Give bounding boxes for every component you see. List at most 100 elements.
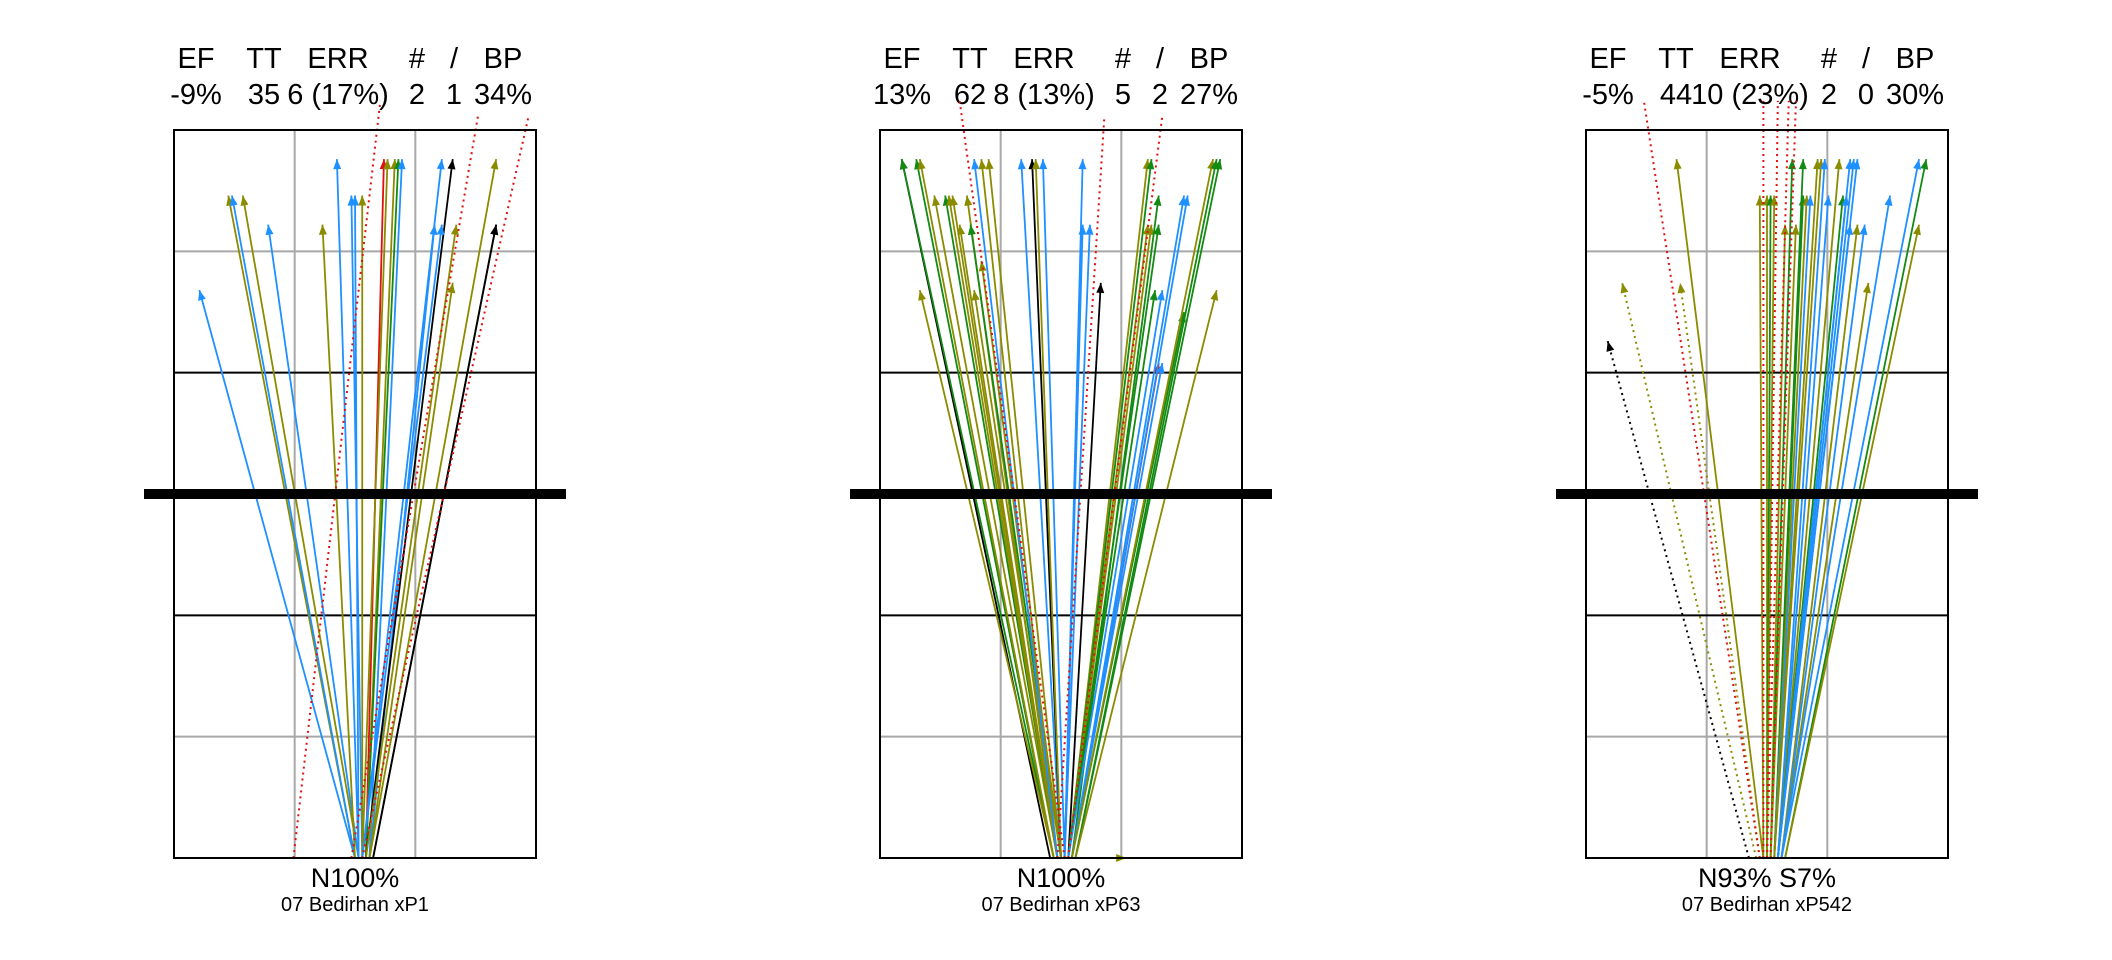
arrowhead [1156,290,1165,301]
trajectory-line [198,289,356,859]
trajectory-line [933,195,1059,859]
trajectory-line [1776,224,1852,859]
plot-frame [173,129,537,859]
arrowhead [957,224,966,236]
trajectory-line [368,158,498,859]
dotted-trajectory-line [1769,100,1797,859]
trajectory-line [368,282,454,859]
trajectory-line [1063,224,1091,859]
arrowhead [1606,341,1615,352]
trajectory-line [1780,282,1870,859]
trajectory-line [980,159,1059,859]
arrowhead [1884,195,1893,207]
footer-caption: 07 Bedirhan xP63 [981,894,1140,916]
trajectory-line [1074,158,1222,859]
trajectory-line [1758,195,1765,859]
arrowhead [265,224,274,236]
arrowhead [917,159,926,170]
arrowhead [1780,224,1789,235]
arrowhead [1182,195,1190,207]
arrowhead [1920,159,1929,170]
panel-1: EF TT ERR # / BP -9% 35 6 (17%) 2 1 34% N100%07 Bedi… [144,43,566,916]
dotted-trajectory-line [1642,100,1761,859]
trajectory-line [267,224,360,859]
arrowhead [1913,224,1921,236]
trajectory-line [1067,290,1157,859]
arrowhead [899,159,908,170]
arrowhead [1823,195,1832,206]
header-label: EF [1589,43,1626,75]
header-label: ERR [1719,43,1780,75]
trajectory-line [1034,159,1062,859]
header-label: BP [484,43,523,75]
arrowhead [1862,282,1871,294]
arrowhead [1755,195,1764,206]
arrowhead [358,195,367,206]
trajectory-line [1784,224,1920,859]
arrowhead [436,224,445,236]
footer-distribution: N100% [311,863,400,893]
trajectory-line [336,159,360,859]
trajectory-line [1780,158,1920,859]
header-value: 34% [474,79,532,111]
trajectory-line [1020,159,1062,859]
arrowhead [229,195,238,207]
footer-caption: 07 Bedirhan xP1 [281,894,429,916]
trajectory-line [918,289,1055,859]
arrowhead [918,290,927,301]
trajectory-line [364,159,454,859]
trajectory-line [231,195,356,859]
dotted-trajectory-line [1056,115,1106,859]
arrowhead [1677,282,1686,294]
header-label: ERR [1013,43,1074,75]
trajectory-line [1776,159,1841,859]
trajectory-line [1780,224,1859,859]
trajectory-line [1675,159,1765,859]
trajectory-line [1780,224,1866,859]
arrowhead [351,195,360,206]
header-value: 2 [409,79,425,111]
arrowhead [1820,159,1829,170]
header-value: 1 [446,79,462,111]
header-label: / [1156,43,1165,75]
trajectory-line [987,159,1062,859]
dotted-trajectory-line [958,100,1066,859]
arrowhead [1805,195,1814,206]
dotted-trajectory-line [1679,282,1761,859]
trajectory-line [1780,195,1891,859]
header-label: / [450,43,459,75]
arrowhead [950,195,958,207]
header-value: -5% [1582,79,1634,111]
header-label: TT [1658,43,1694,75]
arrowhead [1791,224,1800,235]
header-label: EF [177,43,214,75]
arrowhead [447,159,456,170]
arrowhead [436,159,445,170]
header-label: TT [952,43,988,75]
trajectory-line [973,159,1059,859]
trajectory-line [1067,224,1153,859]
arrowhead [450,224,459,236]
header-value: 44 [1660,79,1692,111]
trajectory-line [321,224,356,859]
footer-caption: 07 Bedirhan xP542 [1682,894,1852,916]
header-value: -9% [170,79,222,111]
header-label: EF [883,43,920,75]
header-value: 2 [1821,79,1837,111]
header-label: # [1115,43,1131,75]
trajectory-line [900,158,1055,859]
header-label: TT [246,43,282,75]
header-label: # [409,43,425,75]
arrowhead [1798,159,1807,170]
trajectory-line [1784,158,1928,859]
arrowhead [1149,290,1158,301]
arrowhead [1852,224,1861,236]
arrowhead [1078,159,1087,170]
arrowhead [490,159,499,170]
header-value: 8 (13%) [993,79,1095,111]
arrowhead [1852,159,1861,170]
arrowhead [1834,159,1843,170]
trajectory-line [354,195,360,859]
header-value: 5 [1115,79,1131,111]
